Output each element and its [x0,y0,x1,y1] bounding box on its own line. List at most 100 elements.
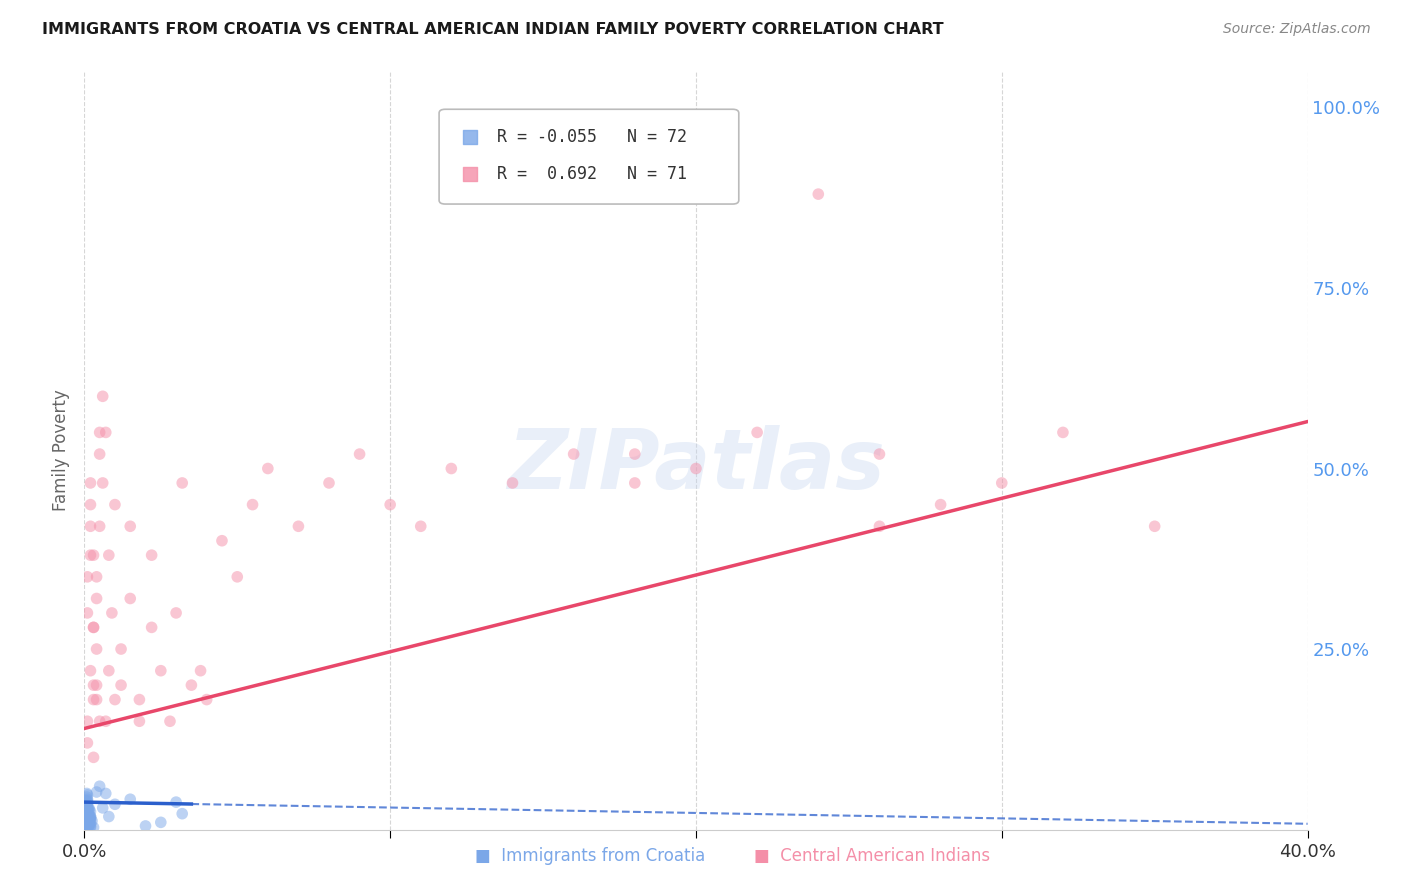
Point [128,714,150,729]
Point [79,812,101,826]
Point [76,794,98,808]
Text: ZIPatlas: ZIPatlas [508,425,884,506]
Point [318,475,340,490]
Point [120,519,142,533]
Point [149,815,172,830]
Point [86,642,108,657]
Point [172,806,194,821]
Point [1036,163,1059,178]
Point [77,806,100,821]
Point [409,519,432,533]
Point [287,519,309,533]
Point [76,812,98,826]
Point [135,819,157,833]
Point [97,809,120,823]
Point [86,591,108,606]
Point [165,606,187,620]
Point [79,664,101,678]
Text: IMMIGRANTS FROM CROATIA VS CENTRAL AMERICAN INDIAN FAMILY POVERTY CORRELATION CH: IMMIGRANTS FROM CROATIA VS CENTRAL AMERI… [42,22,943,37]
Point [75,815,97,830]
Text: R = -0.055   N = 72: R = -0.055 N = 72 [496,128,686,146]
Point [76,714,98,729]
Point [76,801,98,815]
Point [76,814,98,828]
Point [83,548,105,562]
Point [77,809,100,823]
Point [76,792,98,806]
Point [94,714,117,729]
Point [76,808,98,822]
Point [349,447,371,461]
Point [77,817,100,831]
Point [94,787,117,801]
Point [76,736,98,750]
Point [211,533,233,548]
Point [257,461,280,475]
Point [76,814,98,828]
Point [77,801,100,815]
Point [120,792,142,806]
Point [89,425,111,440]
Point [77,815,100,830]
Point [89,714,111,729]
Point [97,664,120,678]
Point [86,785,108,799]
Point [75,819,97,833]
Point [79,519,101,533]
Point [104,498,127,512]
Point [807,187,830,202]
Point [120,591,142,606]
Point [91,801,114,815]
Point [76,802,98,816]
Point [172,475,194,490]
Point [76,808,98,822]
Point [104,797,127,812]
Y-axis label: Family Poverty: Family Poverty [52,390,70,511]
Point [75,806,97,821]
Point [104,692,127,706]
Point [76,788,98,802]
Point [76,606,98,620]
Point [76,814,98,828]
Point [141,620,163,634]
Point [76,790,98,805]
Point [159,714,181,729]
Point [86,570,108,584]
Point [149,664,172,678]
Point [1143,519,1166,533]
Point [83,750,105,764]
Point [77,819,100,833]
Point [79,548,101,562]
Point [79,821,101,835]
Point [75,812,97,826]
Point [76,817,98,831]
Point [440,461,463,475]
Point [380,498,402,512]
Point [83,620,105,634]
Point [97,548,120,562]
Point [562,447,585,461]
Text: ■  Immigrants from Croatia: ■ Immigrants from Croatia [475,847,706,865]
Point [76,797,98,812]
Point [165,795,187,809]
Point [89,447,111,461]
Point [101,606,124,620]
Point [685,461,707,475]
Text: ■  Central American Indians: ■ Central American Indians [754,847,990,865]
Point [83,821,105,835]
Point [76,802,98,816]
Text: R =  0.692   N = 71: R = 0.692 N = 71 [496,165,686,183]
Point [77,819,100,833]
Point [869,519,891,533]
Point [76,806,98,821]
Point [79,819,101,833]
Point [180,678,202,692]
Point [128,692,150,706]
Point [79,817,101,831]
Point [86,678,108,692]
Point [79,809,101,823]
Point [75,805,97,819]
Point [141,548,163,562]
Point [1036,198,1059,212]
Point [89,519,111,533]
